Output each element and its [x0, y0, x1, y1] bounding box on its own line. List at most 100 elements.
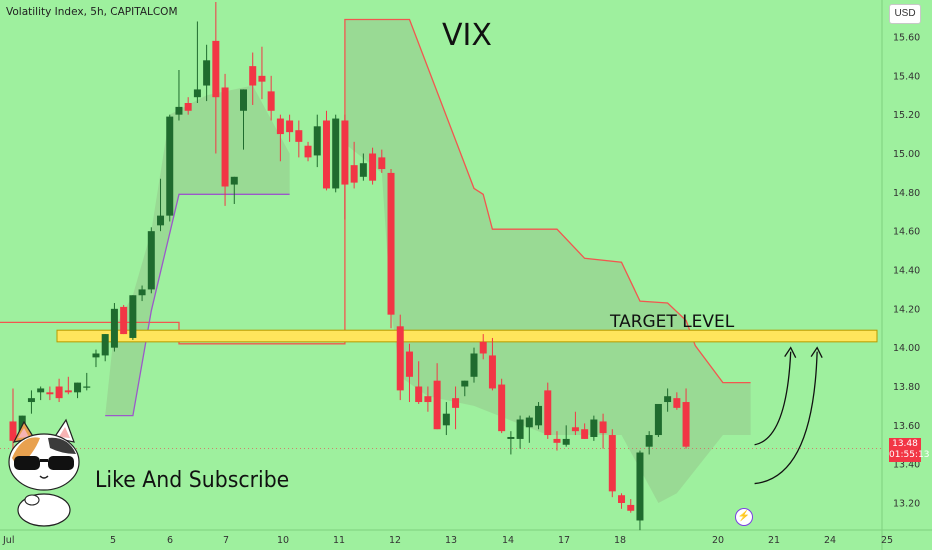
last-price-value: 13.48 — [892, 439, 918, 449]
target-level-label: TARGET LEVEL — [610, 312, 735, 332]
x-tick-label: 24 — [824, 535, 836, 546]
candle-body — [553, 438, 561, 443]
candle-body — [332, 118, 340, 189]
candle-body — [369, 153, 377, 181]
candle-body — [608, 435, 616, 492]
candle-body — [110, 308, 118, 348]
candle-body — [571, 427, 579, 432]
candle-body — [295, 130, 303, 142]
candle-body — [350, 165, 358, 183]
y-tick-label: 15.20 — [893, 110, 920, 121]
candle-body — [193, 89, 201, 98]
x-tick-label: 11 — [333, 535, 345, 546]
last-price-tag: 13.48 01:55:13 — [889, 438, 930, 462]
candle-body — [461, 380, 469, 387]
y-tick-label: 14.00 — [893, 343, 920, 354]
stop-fill-lower — [105, 85, 290, 416]
candle-body — [313, 126, 321, 156]
projection-arrowhead — [810, 346, 823, 358]
candle-body — [276, 118, 284, 135]
candle-body — [387, 172, 395, 315]
y-tick-label: 14.20 — [893, 304, 920, 315]
candle-body — [618, 495, 626, 503]
candle-body — [452, 398, 460, 408]
y-tick-label: 13.40 — [893, 460, 920, 471]
candle-body — [157, 215, 165, 226]
candle-body — [396, 326, 404, 391]
candle-body — [230, 176, 238, 185]
candle-body — [175, 106, 183, 115]
x-tick-label: 6 — [167, 535, 173, 546]
candle-body — [581, 429, 589, 439]
x-tick-label: 12 — [389, 535, 401, 546]
candle-body — [378, 157, 386, 170]
candle-body — [442, 413, 450, 426]
candle-body — [562, 438, 570, 445]
candle-body — [55, 386, 63, 399]
candle-body — [488, 355, 496, 389]
x-tick-label: 14 — [502, 535, 514, 546]
x-tick-label: 7 — [223, 535, 229, 546]
chart-title: VIX — [442, 18, 492, 53]
candle-body — [415, 386, 423, 403]
candle-body — [212, 40, 220, 98]
stop-fill-upper — [344, 19, 751, 504]
candle-body — [92, 353, 100, 358]
y-tick-label: 14.40 — [893, 266, 920, 277]
candle-body — [240, 89, 247, 111]
x-tick-label: 17 — [558, 535, 570, 546]
candle-body — [258, 75, 266, 82]
candle-body — [535, 405, 543, 426]
x-tick-label: 20 — [712, 535, 724, 546]
x-tick-label: 13 — [445, 535, 457, 546]
candle-body — [525, 417, 533, 428]
candle-body — [664, 396, 672, 403]
candle-body — [74, 382, 82, 393]
candle-body — [138, 289, 146, 296]
candle-body — [433, 380, 441, 430]
x-tick-label: 21 — [768, 535, 780, 546]
y-tick-label: 13.60 — [893, 421, 920, 432]
candle-body — [101, 334, 109, 356]
x-tick-label: 18 — [614, 535, 626, 546]
x-tick-label: 10 — [277, 535, 289, 546]
y-tick-label: 14.80 — [893, 188, 920, 199]
projection-arrowhead — [784, 346, 797, 358]
candle-body — [590, 419, 598, 437]
y-tick-label: 14.60 — [893, 227, 920, 238]
candle-body — [83, 386, 91, 388]
currency-button[interactable]: USD — [889, 4, 921, 24]
candle-body — [37, 388, 45, 393]
x-tick-label: 25 — [881, 535, 893, 546]
candle-body — [120, 306, 128, 335]
cat-with-sunglasses-icon — [8, 418, 80, 527]
candle-body — [516, 419, 524, 439]
candle-body — [27, 398, 35, 403]
promo-text: Like And Subscribe — [95, 468, 290, 493]
x-tick-label: 5 — [110, 535, 116, 546]
y-tick-label: 15.60 — [893, 33, 920, 44]
candle-body — [249, 66, 257, 86]
candle-body — [286, 120, 294, 133]
candle-body — [627, 504, 635, 511]
lightning-icon[interactable]: ⚡ — [735, 508, 753, 526]
candle-body — [64, 390, 72, 393]
candle-body — [322, 120, 330, 189]
candle-body — [507, 436, 515, 439]
candle-body — [166, 116, 174, 216]
candle-body — [267, 91, 275, 111]
candle-body — [673, 398, 681, 408]
candle-body — [544, 390, 552, 436]
candle-body — [304, 145, 312, 158]
candle-body — [654, 403, 662, 436]
y-tick-label: 13.20 — [893, 499, 920, 510]
candle-body — [184, 103, 192, 111]
bar-countdown: 01:55:13 — [889, 450, 930, 460]
candle-body — [470, 353, 478, 377]
candle-body — [498, 384, 506, 432]
candle-body — [203, 60, 211, 86]
candle-body — [636, 452, 644, 521]
candle-body — [9, 421, 17, 441]
y-tick-label: 15.00 — [893, 149, 920, 160]
